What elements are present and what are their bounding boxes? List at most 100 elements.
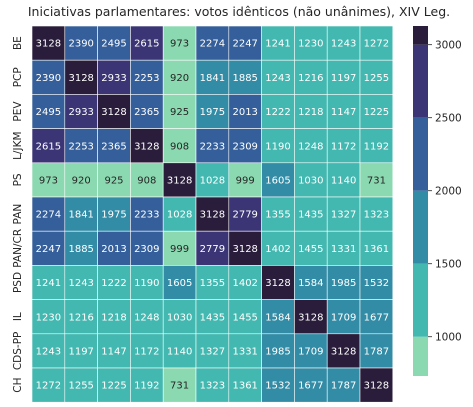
cell-value-label: 1255 — [364, 73, 389, 84]
heatmap-cell — [64, 162, 98, 198]
cell-value-label: 925 — [170, 107, 189, 118]
cell-value-label: 1709 — [331, 312, 356, 323]
cell-value-label: 1605 — [265, 176, 290, 187]
heatmap-cell — [64, 367, 98, 403]
cell-value-label: 1532 — [265, 381, 290, 392]
cell-value-label: 1355 — [200, 278, 225, 289]
cell-value-label: 1243 — [36, 347, 61, 358]
cell-value-label: 3128 — [200, 210, 225, 221]
heatmap-cell — [359, 59, 394, 95]
heatmap-cell — [195, 367, 230, 403]
heatmap-cell — [326, 25, 361, 61]
heatmap-cell — [195, 333, 230, 369]
cell-value-label: 1243 — [331, 39, 356, 50]
heatmap-cell — [294, 59, 328, 95]
cell-value-label: 1272 — [36, 381, 61, 392]
heatmap-cell — [228, 94, 262, 129]
cell-value-label: 1197 — [331, 73, 356, 84]
cell-value-label: 1218 — [298, 107, 323, 118]
cell-value-label: 1028 — [200, 176, 225, 187]
cell-value-label: 3128 — [364, 381, 389, 392]
heatmap-cell — [64, 230, 98, 266]
cell-value-label: 1172 — [331, 141, 356, 152]
heatmap-cell — [294, 128, 328, 164]
heatmap-cell — [31, 196, 66, 232]
y-tick-label: PSD — [12, 272, 24, 293]
heatmap-cell — [359, 367, 394, 403]
cell-value-label: 1028 — [167, 210, 192, 221]
heatmap-cell — [130, 128, 164, 164]
cell-value-label: 1985 — [265, 347, 290, 358]
heatmap-cell — [294, 299, 328, 335]
cell-value-label: 973 — [39, 176, 58, 187]
cell-value-label: 1190 — [134, 278, 159, 289]
heatmap-cell — [326, 367, 361, 403]
cell-value-label: 1787 — [331, 381, 356, 392]
cell-value-label: 1402 — [232, 278, 257, 289]
cell-value-label: 2365 — [134, 107, 159, 118]
heatmap-cell — [162, 94, 197, 129]
cell-value-label: 2309 — [134, 244, 159, 255]
cell-value-label: 1243 — [68, 278, 93, 289]
cell-value-label: 2779 — [232, 210, 257, 221]
cell-value-label: 1230 — [298, 39, 323, 50]
cell-value-label: 1841 — [200, 73, 225, 84]
heatmap-cell — [31, 94, 66, 129]
heatmap-cell — [31, 265, 66, 300]
cell-value-label: 2495 — [36, 107, 61, 118]
heatmap-cell — [294, 196, 328, 232]
heatmap-cell — [228, 265, 262, 300]
heatmap-cell — [162, 59, 197, 95]
y-tick-label: BE — [12, 36, 24, 50]
cell-value-label: 1331 — [331, 244, 356, 255]
cell-value-label: 3128 — [331, 347, 356, 358]
heatmap-cell — [261, 299, 295, 335]
cell-value-label: 731 — [367, 176, 386, 187]
cell-value-label: 1435 — [200, 312, 225, 323]
heatmap-cell — [195, 25, 230, 61]
y-tick-label: PEV — [12, 101, 24, 122]
y-tick-label: PAN — [12, 204, 24, 225]
cell-value-label: 3128 — [68, 73, 93, 84]
cell-value-label: 1709 — [298, 347, 323, 358]
heatmap-cell — [162, 265, 197, 300]
cell-value-label: 1327 — [200, 347, 225, 358]
heatmap-cell — [130, 333, 164, 369]
heatmap-cell — [326, 299, 361, 335]
cell-value-label: 920 — [72, 176, 91, 187]
heatmap-cell — [359, 299, 394, 335]
heatmap-cell — [261, 230, 295, 266]
cell-value-label: 1216 — [68, 312, 93, 323]
heatmap-cell — [31, 367, 66, 403]
chart-title: Iniciativas parlamentares: votos idêntic… — [28, 4, 450, 19]
heatmap-cell — [359, 265, 394, 300]
heatmap-cell — [326, 59, 361, 95]
cell-value-label: 1584 — [298, 278, 323, 289]
cell-value-label: 1361 — [364, 244, 389, 255]
cell-value-label: 1532 — [364, 278, 389, 289]
cell-value-label: 2615 — [36, 141, 61, 152]
cell-value-label: 3128 — [298, 312, 323, 323]
heatmap-cell — [195, 230, 230, 266]
cell-value-label: 2247 — [36, 244, 61, 255]
cell-value-label: 1584 — [265, 312, 290, 323]
cell-value-label: 973 — [170, 39, 189, 50]
heatmap-cell — [64, 25, 98, 61]
cell-value-label: 1323 — [364, 210, 389, 221]
colorbar-tick-label: 1000 — [435, 332, 462, 344]
cell-value-label: 1218 — [101, 312, 126, 323]
cell-value-label: 1975 — [200, 107, 225, 118]
y-axis-ticks: BE PCP PEV L/JKM PS PAN PAN/CR PSD IL CDS-PP CH — [12, 36, 24, 393]
heatmap-cell — [31, 59, 66, 95]
cell-value-label: 1216 — [298, 73, 323, 84]
y-tick-label: CDS-PP — [12, 332, 24, 371]
heatmap-cell — [359, 162, 394, 198]
cell-value-label: 2615 — [134, 39, 159, 50]
heatmap-cell — [228, 299, 262, 335]
heatmap-cell — [162, 333, 197, 369]
heatmap-cell — [97, 25, 131, 61]
cell-value-label: 1677 — [364, 312, 389, 323]
heatmap-cell — [130, 265, 164, 300]
heatmap-cell — [195, 299, 230, 335]
